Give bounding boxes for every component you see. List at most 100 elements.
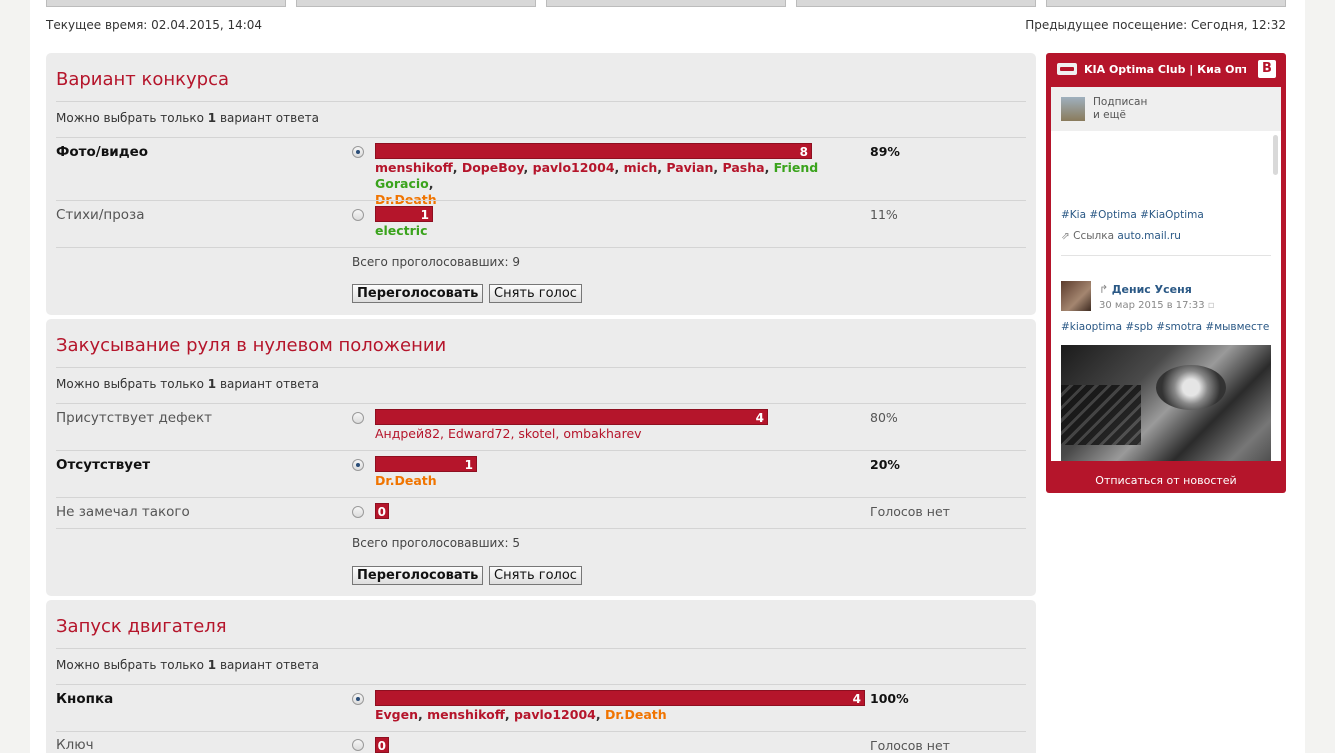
divider [56,528,1026,529]
divider [56,497,1026,498]
voter-list[interactable]: Dr.Death [375,473,437,488]
post-author[interactable]: ↱ Денис Усеня [1099,283,1192,296]
vote-bar: 4 [375,690,865,706]
option-label: Не замечал такого [56,504,190,520]
unsubscribe-button[interactable]: Отписаться от новостей [1095,474,1237,487]
voter-link[interactable]: menshikoff [427,707,505,722]
community-logo-icon[interactable] [1057,63,1077,75]
top-tab-4[interactable] [796,0,1036,7]
vote-bar: 0 [375,503,389,519]
poll-steering-wheel: Закусывание руля в нулевом положении Мож… [46,319,1036,596]
option-percent: Голосов нет [870,504,950,519]
voter-link[interactable]: Evgen [375,707,419,722]
voter-list: menshikoff, DopeBoy, pavlo12004, mich, P… [375,160,819,207]
option-label: Фото/видео [56,144,149,160]
divider [56,684,1026,685]
voter-list[interactable]: Андрей82, Edward72, skotel, ombakharev [375,426,642,441]
option-label: Кнопка [56,691,114,707]
total-voters: Всего проголосовавших: 5 [352,536,520,550]
vote-bar: 1 [375,206,433,222]
avatar[interactable] [1061,97,1085,121]
scrollbar[interactable] [1273,135,1278,175]
option-label: Присутствует дефект [56,410,212,426]
voter-list: electric [375,223,845,239]
voter-link[interactable]: DopeBoy [461,160,524,175]
poll-contest-variant: Вариант конкурса Можно выбрать только 1 … [46,53,1036,315]
current-time: Текущее время: 02.04.2015, 14:04 [46,18,263,32]
option-radio[interactable] [352,412,364,424]
vk-community-title[interactable]: KIA Optima Club | Киа Опт... [1084,63,1246,76]
poll-title: Запуск двигателя [56,616,227,637]
divider [56,200,1026,201]
revote-button[interactable]: Переголосовать [352,566,484,585]
voter-link[interactable]: menshikoff [375,160,453,175]
top-tab-5[interactable] [1046,0,1286,7]
top-tab-3[interactable] [546,0,786,7]
vk-subscribers: Подписан и ещё [1051,87,1281,131]
option-radio[interactable] [352,739,364,751]
divider [1061,255,1271,256]
option-label: Ключ [56,737,94,753]
forum-page: Текущее время: 02.04.2015, 14:04 Предыду… [30,0,1305,753]
poll-hint: Можно выбрать только 1 вариант ответа [56,111,319,125]
voter-link[interactable]: Pasha [722,160,765,175]
post-link[interactable]: ⇗ Ссылка auto.mail.ru [1061,230,1181,242]
poll-hint: Можно выбрать только 1 вариант ответа [56,377,319,391]
option-percent: 100% [870,691,909,706]
option-radio[interactable] [352,506,364,518]
poll-title: Вариант конкурса [56,69,230,90]
top-tabs [46,0,1286,7]
option-label: Стихи/проза [56,207,145,223]
post-hashtags[interactable]: #kiaoptima #spb #smotra #мывместе [1061,321,1270,333]
avatar[interactable] [1061,281,1091,311]
top-tab-2[interactable] [296,0,536,7]
voter-link[interactable]: Dr.Death [375,192,437,207]
poll-title: Закусывание руля в нулевом положении [56,335,447,356]
voter-link[interactable]: electric [375,223,428,238]
option-radio[interactable] [352,209,364,221]
post-photo[interactable] [1061,345,1271,461]
previous-visit: Предыдущее посещение: Сегодня, 12:32 [1025,18,1286,32]
divider [56,367,1026,368]
vote-bar: 8 [375,143,812,159]
divider [56,403,1026,404]
voter-link[interactable]: pavlo12004 [532,160,615,175]
voter-link[interactable]: pavlo12004 [513,707,596,722]
option-percent: 89% [870,144,900,159]
top-tab-1[interactable] [46,0,286,7]
divider [56,137,1026,138]
option-label: Отсутствует [56,457,151,473]
remove-vote-button[interactable]: Снять голос [489,566,582,585]
revote-button[interactable]: Переголосовать [352,284,484,303]
vk-logo-icon[interactable]: B [1258,60,1276,78]
vk-widget-header: KIA Optima Club | Киа Опт... B [1046,53,1286,87]
voter-link[interactable]: mich [623,160,658,175]
post-hashtags[interactable]: #Kia #Optima #KiaOptima [1061,209,1204,221]
vk-community-widget: KIA Optima Club | Киа Опт... B Подписан и… [1046,53,1286,493]
divider [56,101,1026,102]
option-radio[interactable] [352,146,364,158]
vote-bar: 1 [375,456,477,472]
option-radio[interactable] [352,459,364,471]
option-percent: 11% [870,207,898,222]
divider [56,247,1026,248]
total-voters: Всего проголосовавших: 9 [352,255,520,269]
vote-bar: 4 [375,409,768,425]
poll-engine-start: Запуск двигателя Можно выбрать только 1 … [46,600,1036,753]
divider [56,731,1026,732]
vote-bar: 0 [375,737,389,753]
divider [56,450,1026,451]
vk-feed: Подписан и ещё #Kia #Optima #KiaOptima ⇗ … [1051,87,1281,461]
post-date: 30 мар 2015 в 17:33 ▫ [1099,300,1215,311]
subscribed-text: Подписан и ещё [1093,96,1148,121]
remove-vote-button[interactable]: Снять голос [489,284,582,303]
option-percent: Голосов нет [870,738,950,753]
option-radio[interactable] [352,693,364,705]
poll-hint: Можно выбрать только 1 вариант ответа [56,658,319,672]
voter-link[interactable]: Dr.Death [604,707,667,722]
divider [56,648,1026,649]
voter-link[interactable]: Pavian [666,160,714,175]
voter-list: Evgen, menshikoff, pavlo12004, Dr.Death [375,707,667,722]
option-percent: 80% [870,410,898,425]
voter-link[interactable]: Friend Goracio [375,160,819,191]
